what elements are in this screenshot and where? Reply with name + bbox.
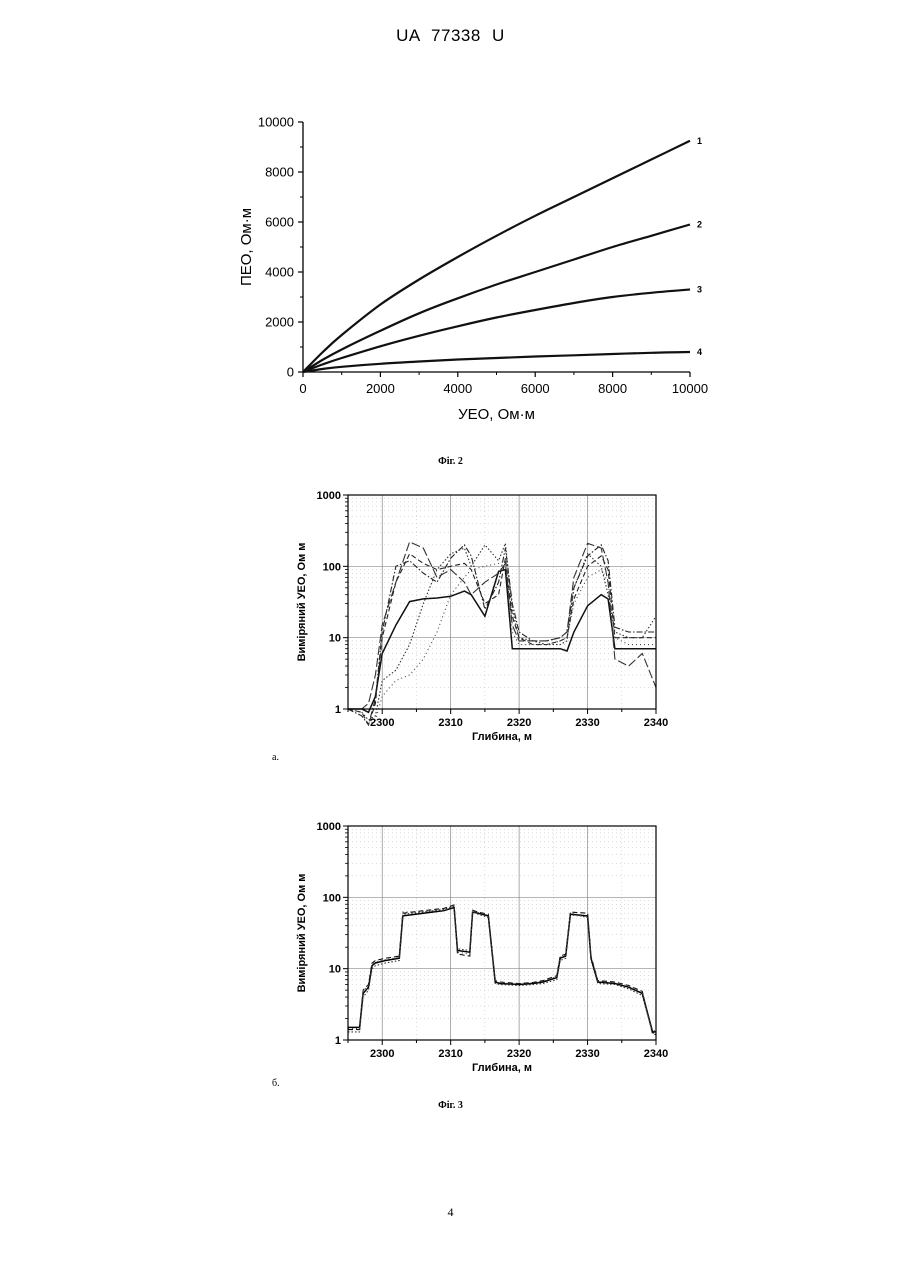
x-tick-label: 2340 — [644, 1048, 668, 1060]
series-label-2: 2 — [697, 220, 702, 230]
y-axis-label: ПЕО, Ом·м — [240, 208, 255, 286]
y-axis-label: Виміряний УЕО, Ом м — [296, 874, 308, 993]
x-tick-label: 2300 — [370, 717, 394, 729]
document-header: UA 77338 U — [0, 26, 901, 46]
series-line-4 — [348, 908, 656, 1030]
x-tick-label: 2320 — [507, 717, 531, 729]
y-tick-label: 2000 — [265, 315, 294, 330]
x-tick-label: 4000 — [443, 381, 472, 396]
x-tick-label: 2320 — [507, 1048, 531, 1060]
plot-frame — [348, 826, 656, 1040]
series-line-1 — [303, 141, 690, 372]
subfigure-label-a: а. — [272, 752, 279, 763]
x-tick-label: 2330 — [575, 717, 599, 729]
x-axis-label: Глибина, м — [472, 731, 532, 743]
x-tick-label: 2310 — [438, 1048, 462, 1060]
x-tick-label: 2330 — [575, 1048, 599, 1060]
series-line-1 — [348, 908, 656, 1032]
series-label-3: 3 — [697, 285, 702, 295]
fig3b-chart: 2300 2310 2320 2330 2340 1 10 100 1000 Глибина, м… — [290, 816, 670, 1074]
series-line-4 — [303, 352, 690, 372]
x-tick-label: 2000 — [366, 381, 395, 396]
y-tick-label: 1000 — [317, 821, 341, 833]
y-axis-label: Виміряний УЕО, Ом м — [296, 543, 308, 662]
x-tick-label: 2340 — [644, 717, 668, 729]
y-tick-label: 0 — [287, 365, 294, 380]
fig3a-chart: 2300 2310 2320 2330 2340 1 10 100 1000 Глибина, м… — [290, 485, 670, 743]
series-line-2 — [348, 554, 656, 725]
series-label-1: 1 — [697, 136, 702, 146]
x-tick-label: 2310 — [438, 717, 462, 729]
page-number: 4 — [0, 1205, 901, 1220]
y-tick-label: 100 — [323, 561, 341, 573]
fig2-chart: 0 2000 4000 6000 8000 10000 0 2000 4000 6000 8000 1… — [240, 105, 720, 430]
y-tick-label: 10 — [329, 964, 341, 976]
x-tick-label: 2300 — [370, 1048, 394, 1060]
y-tick-label: 100 — [323, 892, 341, 904]
series-line-4 — [348, 542, 656, 709]
x-axis-label: Глибина, м — [472, 1062, 532, 1074]
y-tick-label: 1000 — [317, 490, 341, 502]
y-tick-label: 4000 — [265, 265, 294, 280]
series-line-3 — [303, 290, 690, 373]
y-tick-label: 10000 — [258, 115, 294, 130]
series-label-4: 4 — [697, 347, 702, 357]
x-tick-label: 10000 — [672, 381, 708, 396]
y-tick-label: 1 — [335, 704, 341, 716]
subfigure-label-b: б. — [272, 1078, 280, 1089]
series-line-2 — [348, 905, 656, 1034]
series-line-3 — [348, 906, 656, 1033]
x-tick-label: 0 — [299, 381, 306, 396]
fig2-caption: Фіг. 2 — [0, 456, 901, 467]
y-tick-label: 6000 — [265, 215, 294, 230]
x-tick-label: 8000 — [598, 381, 627, 396]
y-tick-label: 10 — [329, 633, 341, 645]
plot-frame — [348, 495, 656, 709]
y-tick-label: 8000 — [265, 165, 294, 180]
x-axis-label: УЕО, Ом·м — [458, 406, 535, 423]
fig3-caption: Фіг. 3 — [0, 1100, 901, 1111]
series-line-3 — [348, 545, 656, 725]
y-tick-label: 1 — [335, 1035, 341, 1047]
x-tick-label: 6000 — [521, 381, 550, 396]
series-line-2 — [303, 225, 690, 373]
